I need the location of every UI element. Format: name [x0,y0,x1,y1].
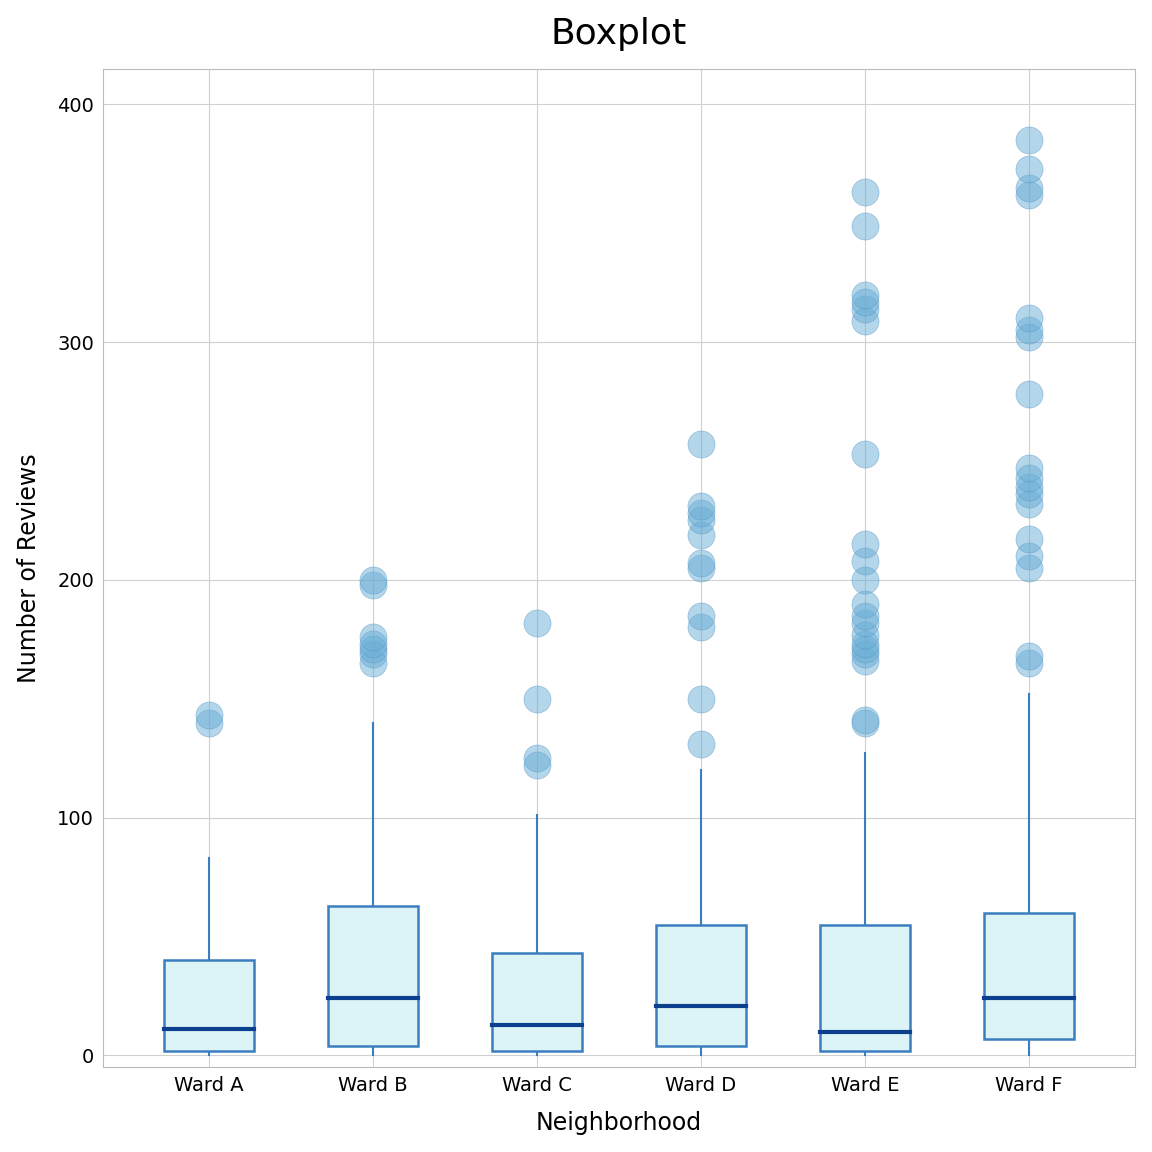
Title: Boxplot: Boxplot [551,16,687,51]
Point [856,635,874,653]
Bar [820,925,910,1051]
Point [691,435,710,454]
Point [691,511,710,530]
Point [1020,179,1038,197]
Point [1020,559,1038,577]
Point [1020,469,1038,487]
Point [691,497,710,515]
Point [1020,485,1038,503]
Point [856,300,874,318]
Point [364,644,382,662]
Point [1020,458,1038,477]
Point [1020,328,1038,347]
Point [691,559,710,577]
Point [691,505,710,523]
Point [1020,321,1038,340]
X-axis label: Neighborhood: Neighborhood [536,1112,702,1136]
Point [691,525,710,544]
Point [364,628,382,646]
Point [856,570,874,589]
Point [364,639,382,658]
Point [200,706,219,725]
Point [528,690,546,708]
Point [1020,309,1038,327]
Point [528,756,546,774]
Point [364,635,382,653]
Point [856,293,874,311]
Point [856,311,874,329]
Point [528,614,546,632]
Point [691,690,710,708]
Point [856,535,874,553]
Point [1020,654,1038,673]
Point [856,639,874,658]
Bar [984,912,1074,1039]
Point [691,619,710,637]
Bar [164,961,255,1051]
Bar [492,953,582,1051]
Point [856,713,874,732]
Point [691,554,710,573]
Point [856,614,874,632]
Point [528,749,546,767]
Bar [655,925,746,1046]
Point [1020,159,1038,177]
Point [1020,185,1038,204]
Point [856,652,874,670]
Point [691,735,710,753]
Point [856,606,874,624]
Point [364,576,382,594]
Point [856,594,874,613]
Point [1020,385,1038,403]
Point [856,644,874,662]
Point [1020,131,1038,150]
Y-axis label: Number of Reviews: Number of Reviews [16,453,40,683]
Point [856,286,874,304]
Point [856,445,874,463]
Point [1020,646,1038,665]
Point [691,606,710,624]
Point [364,570,382,589]
Point [1020,547,1038,566]
Point [1020,494,1038,513]
Point [856,217,874,235]
Point [364,654,382,673]
Point [856,183,874,202]
Point [856,552,874,570]
Point [856,711,874,729]
Point [1020,530,1038,548]
Point [200,713,219,732]
Point [856,626,874,644]
Point [1020,478,1038,497]
Bar [328,905,418,1046]
